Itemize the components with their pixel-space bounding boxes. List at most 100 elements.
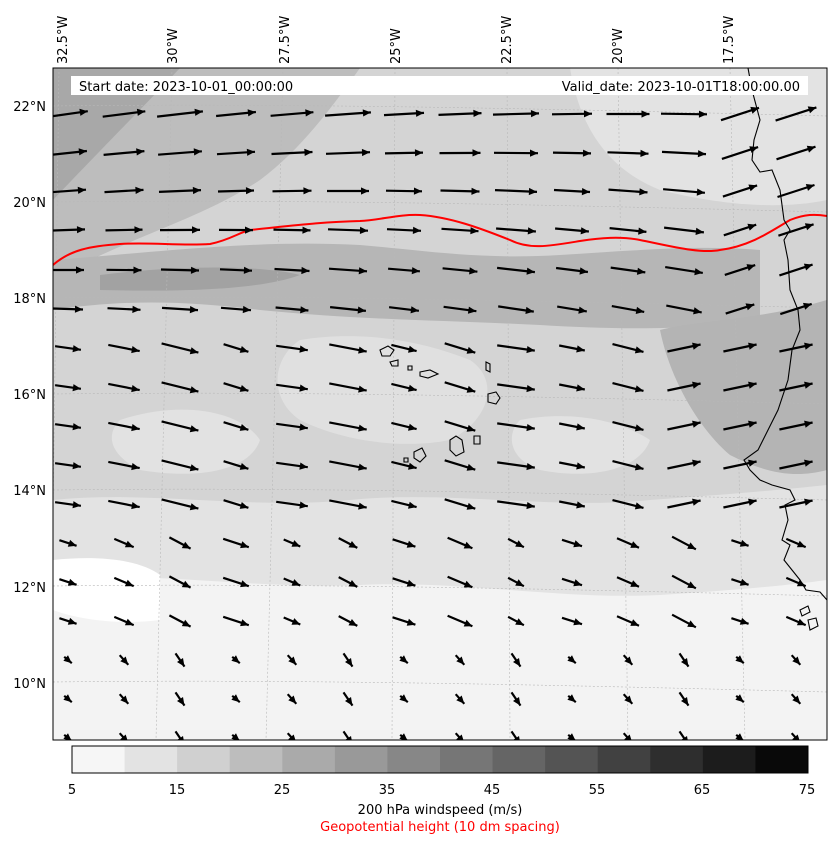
wind-arrow-head <box>124 618 134 626</box>
wind-arrow-head <box>748 420 757 428</box>
wind-arrow-head <box>472 149 481 157</box>
wind-arrow-head <box>301 266 310 275</box>
wind-arrow-head <box>567 733 576 740</box>
wind-arrow-head <box>189 425 199 433</box>
wind-arrow-head <box>132 305 141 313</box>
wind-arrow-head <box>634 463 644 471</box>
wind-arrow-head <box>399 733 408 740</box>
wind-arrow-head <box>67 617 77 625</box>
colorbar <box>72 746 809 773</box>
wind-arrow-head <box>526 385 535 393</box>
wind-arrow-head <box>63 733 72 740</box>
wind-arrow-head <box>635 306 645 314</box>
colorbar-tick: 25 <box>274 783 291 798</box>
lon-label: 20°W <box>611 28 626 64</box>
lon-label: 17.5°W <box>722 16 737 64</box>
wind-arrow-head <box>576 423 585 431</box>
wind-arrow-head <box>681 697 689 706</box>
colorbar-segment <box>282 746 336 773</box>
wind-arrow-head <box>299 345 308 353</box>
wind-arrow-head <box>76 266 84 274</box>
map-frame <box>52 67 828 741</box>
africa-coastline <box>743 68 827 601</box>
wind-arrow-head <box>243 266 252 274</box>
colorbar-segment <box>229 746 283 773</box>
wind-arrow-head <box>463 619 473 627</box>
wind-arrow-head <box>305 109 314 117</box>
wind-arrow-head <box>291 618 301 625</box>
colorbar-tick: 35 <box>379 783 396 798</box>
wind-arrow-head <box>72 501 81 509</box>
wind-arrow-head <box>299 462 308 470</box>
wind-arrow-head <box>805 184 815 191</box>
wind-arrow-head <box>804 381 813 389</box>
colorbar-segment <box>334 746 388 773</box>
wind-arrow-head <box>189 347 199 355</box>
colorbar-tick: 15 <box>169 783 186 798</box>
wind-arrow-head <box>192 186 201 195</box>
wind-arrow-head <box>471 187 480 195</box>
wind-arrow-head <box>302 226 311 234</box>
wind-arrow-head <box>580 227 589 235</box>
wind-arrow-head <box>515 540 524 548</box>
wind-arrow-head <box>359 226 368 234</box>
wind-arrow-head <box>239 502 249 509</box>
wind-arrow-head <box>240 541 249 549</box>
wind-arrow-head <box>526 424 535 432</box>
wind-arrow-head <box>796 540 806 548</box>
colorbar-tick: 75 <box>799 783 816 798</box>
wind-arrow-head <box>190 266 199 274</box>
lat-label: 18°N <box>13 292 46 307</box>
wind-arrow-head <box>348 541 358 548</box>
wind-arrow-head <box>399 655 408 664</box>
wind-arrow-head <box>807 106 817 114</box>
wind-arrow-head <box>239 385 249 392</box>
wind-arrow-head <box>748 381 757 389</box>
wind-arrow-head <box>193 148 202 156</box>
wind-arrow-head <box>348 619 358 626</box>
wind-arrow-head <box>406 618 416 626</box>
wind-arrow-head <box>78 148 87 156</box>
wind-arrow-head <box>515 618 524 626</box>
wind-arrow-head <box>189 464 199 472</box>
wind-arrow-head <box>415 109 424 117</box>
wind-arrow-head <box>413 187 422 195</box>
wind-arrow-head <box>345 697 353 706</box>
colorbar-segment <box>124 746 178 773</box>
wind-arrow-head <box>469 267 478 275</box>
wind-arrow-head <box>513 658 521 667</box>
wind-arrow-head <box>694 268 703 276</box>
wind-arrow-head <box>530 110 539 118</box>
wind-arrow-head <box>696 188 705 196</box>
wind-arrow-head <box>124 540 134 548</box>
wind-arrow-head <box>748 498 757 506</box>
wind-arrow-head <box>804 459 813 467</box>
wind-arrow-head <box>573 579 582 587</box>
wind-arrow-head <box>136 148 145 156</box>
colorbar-segment <box>755 746 809 773</box>
wind-arrow-head <box>240 580 249 588</box>
wind-arrow-head <box>513 736 520 740</box>
colorbar-segment <box>650 746 704 773</box>
wind-arrow-head <box>189 386 199 394</box>
wind-arrow-head <box>746 264 756 271</box>
wind-arrow-head <box>245 226 253 234</box>
wind-arrow-head <box>739 578 749 586</box>
wind-arrow-head <box>573 540 582 548</box>
colorbar-tick: 45 <box>484 783 501 798</box>
wind-arrow-head <box>473 109 482 117</box>
colorbar-frame <box>71 745 809 774</box>
wind-arrow-head <box>692 498 701 506</box>
wind-arrow-head <box>748 342 757 350</box>
wind-arrow-head <box>630 619 639 626</box>
wind-arrow-head <box>246 148 255 156</box>
wind-arrow-head <box>358 424 367 432</box>
wind-arrow-head <box>72 462 81 470</box>
colorbar-segment <box>177 746 231 773</box>
wind-arrow-head <box>348 580 358 587</box>
wind-arrow-head <box>641 110 650 118</box>
wind-arrow-head <box>136 108 146 116</box>
wind-arrow-head <box>177 697 185 706</box>
colorbar-tick: 65 <box>694 783 711 798</box>
wind-arrow-head <box>640 149 649 157</box>
